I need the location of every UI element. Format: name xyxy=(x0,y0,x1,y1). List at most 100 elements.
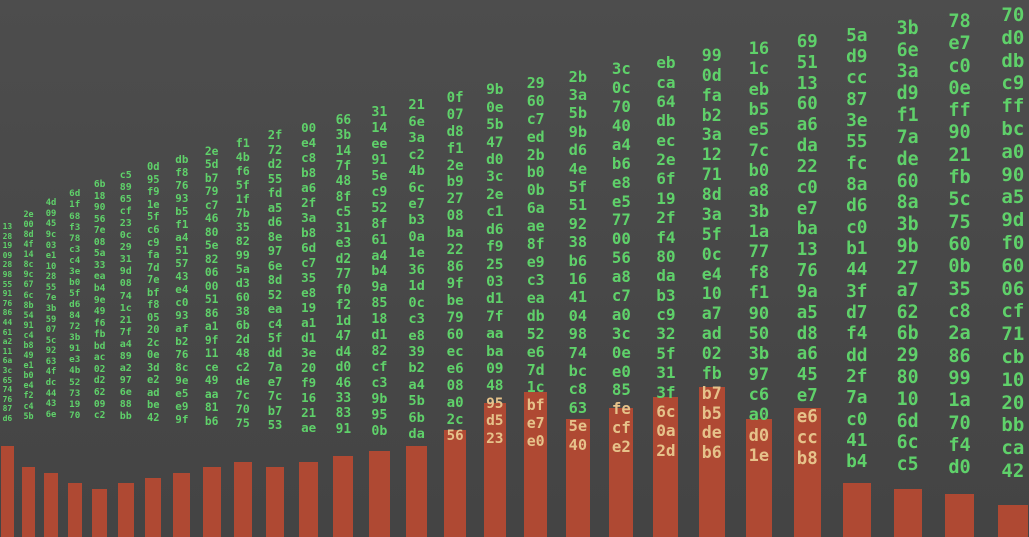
hex-byte: 27 xyxy=(896,257,919,279)
hex-byte: 2b xyxy=(526,145,545,164)
hex-byte: c7 xyxy=(204,198,219,212)
hex-byte: 98 xyxy=(568,325,588,344)
hex-byte: e7 xyxy=(796,386,818,407)
hex-byte: 8f xyxy=(371,216,388,232)
hex-byte: 43 xyxy=(45,399,57,410)
hex-byte: c7 xyxy=(526,109,545,128)
hex-byte: f0 xyxy=(1001,232,1025,254)
hex-byte: d3 xyxy=(235,276,250,291)
hex-byte: 79 xyxy=(446,309,464,326)
hex-byte: d6 xyxy=(846,195,868,217)
hex-byte: 87 xyxy=(2,404,13,414)
hex-byte: 5f xyxy=(69,287,81,299)
hex-byte: 00 xyxy=(611,229,631,249)
hex-byte: 35 xyxy=(301,270,317,286)
hex-byte: 72 xyxy=(69,321,81,333)
level-bar xyxy=(698,386,725,537)
hex-byte: 40 xyxy=(611,116,631,135)
hex-byte: 2e xyxy=(446,157,464,174)
hex-byte: c0 xyxy=(796,177,818,198)
hex-byte: ec xyxy=(656,130,676,150)
hex-column: 2e 5d b7 79 c7 46 80 5e 82 06 00 51 86 a1 9f 11 ce 49 aa 81… xyxy=(203,0,221,537)
hex-byte: 10 xyxy=(896,388,919,410)
hex-byte: c4 xyxy=(23,400,34,411)
hex-byte: 9b xyxy=(486,82,504,99)
hex-byte: 2f xyxy=(846,366,868,388)
hex-byte: f1 xyxy=(446,140,464,157)
hex-byte: 98 xyxy=(2,270,13,279)
hex-byte: 19 xyxy=(2,241,13,251)
hex-byte: 2c xyxy=(146,336,160,349)
hex-byte: aa xyxy=(204,387,219,401)
hex-byte: 8a xyxy=(846,174,868,196)
hex-byte: c2 xyxy=(235,360,250,375)
hex-byte: 5b xyxy=(568,104,588,123)
hex-byte: f1 xyxy=(748,283,770,304)
hex-byte: 38 xyxy=(235,304,250,319)
level-bar xyxy=(444,429,467,537)
hex-byte: 81 xyxy=(204,401,219,415)
hex-byte: e1 xyxy=(45,251,57,261)
hex-byte: 19 xyxy=(656,188,676,208)
hex-byte: ba xyxy=(486,343,504,360)
hex-byte: 51 xyxy=(796,52,818,73)
hex-byte: de xyxy=(896,148,919,170)
hex-byte: 2c xyxy=(446,411,464,428)
hex-byte: ec xyxy=(446,343,464,360)
hex-byte: 0b xyxy=(948,256,971,278)
level-bar xyxy=(793,408,821,537)
hex-byte: c9 xyxy=(656,305,676,324)
hex-byte: 86 xyxy=(204,306,219,320)
hex-byte: 61 xyxy=(2,327,13,337)
hex-byte: 52 xyxy=(526,324,545,343)
hex-byte: f6 xyxy=(235,164,250,179)
hex-byte: 02 xyxy=(701,343,722,363)
hex-byte: 74 xyxy=(568,343,588,362)
hex-byte: 13 xyxy=(796,240,818,261)
hex-byte: 9b xyxy=(896,236,919,257)
hex-byte: c2 xyxy=(93,410,106,422)
hex-byte: 73 xyxy=(69,387,81,399)
hex-byte: 91 xyxy=(69,343,81,355)
hex-byte: d0 xyxy=(748,425,770,446)
hex-byte: d2 xyxy=(267,157,283,172)
hex-byte: 82 xyxy=(371,344,388,360)
hex-byte: 4b xyxy=(408,163,425,179)
hex-byte: 3b xyxy=(335,128,352,143)
hex-column: 70 d0 db c9 ff bc a0 90 a5 9d f0 60 06 cf 71 cb 10 20 bb ca… xyxy=(998,0,1028,537)
hex-byte: c3 xyxy=(69,243,81,255)
hex-byte: c6 xyxy=(146,224,160,236)
hex-byte: 63 xyxy=(45,356,57,367)
hex-byte: 78 xyxy=(948,10,971,32)
hex-byte: 08 xyxy=(93,236,106,248)
hex-byte: 29 xyxy=(526,73,545,92)
hex-byte: a2 xyxy=(119,362,132,374)
hex-byte: a4 xyxy=(408,376,425,393)
hex-byte: 60 xyxy=(1001,254,1025,277)
hex-column: 5a d9 cc 87 3e 55 fc 8a d6 c0 b1 44 3f d7 f4 dd 2f 7a c0 41… xyxy=(843,0,871,537)
hex-byte: 2e xyxy=(23,208,34,219)
hex-byte: 55 xyxy=(2,279,13,289)
hex-byte: 63 xyxy=(568,398,588,417)
hex-byte: b7 xyxy=(204,171,219,185)
level-bar xyxy=(67,483,82,537)
hex-byte: 67 xyxy=(23,279,34,290)
hex-byte: 57 xyxy=(175,257,189,270)
hex-byte: 5c xyxy=(948,189,971,211)
hex-byte: cf xyxy=(1001,300,1025,323)
level-bar xyxy=(745,418,772,537)
hex-column: c5 89 65 cf 23 0c 29 31 9d 08 74 1c 21 7f a4 89 a2 97 6e 88… xyxy=(118,0,134,537)
hex-byte: 41 xyxy=(568,288,588,307)
hex-byte: c0 xyxy=(175,296,189,309)
hex-byte: 14 xyxy=(371,120,388,136)
hex-byte: f4 xyxy=(846,323,868,345)
hex-byte: 3a xyxy=(568,86,588,104)
hex-byte: 70 xyxy=(1001,4,1025,26)
hex-byte: 3c xyxy=(611,59,631,79)
hex-byte: 60 xyxy=(948,234,971,255)
hex-byte: 21 xyxy=(119,314,132,326)
hex-byte: 6a xyxy=(2,356,13,366)
hex-byte: 61 xyxy=(371,232,388,248)
hex-byte: 60 xyxy=(896,170,919,192)
hex-byte: 29 xyxy=(119,242,132,254)
